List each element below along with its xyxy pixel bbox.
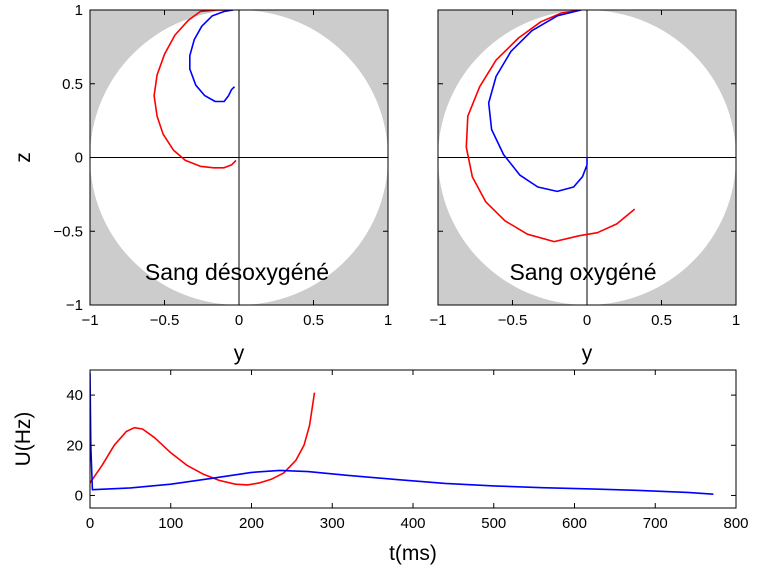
x-tick-label: 1 [732, 312, 740, 329]
x-tick-label: −1 [429, 312, 446, 329]
y-tick-label: 40 [66, 387, 83, 404]
y-tick-label: 1 [75, 2, 83, 19]
series-group [465, 10, 636, 243]
x-tick-label: 1 [384, 312, 392, 329]
x-tick-label: 0 [86, 515, 94, 532]
x-tick-label: 0 [235, 312, 243, 329]
series-line-2 [487, 10, 588, 193]
x-tick-label: 400 [400, 515, 425, 532]
panel-frequency: 0 100 200 300 400 500 600 700 800 0 20 40 t(ms) U(Hz) [12, 369, 749, 565]
x-tick-label: 300 [320, 515, 345, 532]
y-tick-label: 0.5 [62, 76, 83, 93]
series-line-2 [189, 10, 236, 103]
x-tick-label: 700 [643, 515, 668, 532]
series-group [90, 372, 714, 495]
x-axis-label: t(ms) [389, 542, 437, 565]
x-tick-label: 600 [562, 515, 587, 532]
series-line-1 [90, 392, 316, 486]
x-tick-label: 100 [158, 515, 183, 532]
y-tick-label: 0 [75, 150, 83, 167]
series-line-2 [90, 372, 714, 495]
y-axis-label: z [12, 152, 35, 163]
x-tick-label: −0.5 [150, 312, 180, 329]
series-line-1 [465, 10, 636, 243]
x-axis-label: y [582, 342, 593, 365]
y-tick-label: 20 [66, 437, 83, 454]
panel-title: Sang oxygéné [509, 259, 656, 285]
x-tick-label: −0.5 [498, 312, 528, 329]
x-tick-label: −1 [81, 312, 98, 329]
y-tick-label: −1 [66, 297, 83, 314]
y-tick-label: −0.5 [53, 223, 83, 240]
x-tick-label: 0 [583, 312, 591, 329]
axes-frame [89, 369, 737, 509]
y-axis-label: U(Hz) [12, 412, 35, 467]
x-tick-label: 200 [239, 515, 264, 532]
x-axis-label: y [234, 342, 245, 365]
series-line-1 [153, 10, 237, 169]
x-tick-label: 0.5 [651, 312, 672, 329]
y-tick-label: 0 [75, 487, 83, 504]
x-tick-label: 500 [481, 515, 506, 532]
series-group [153, 10, 237, 169]
panel-deoxygenated: −1 −0.5 0 0.5 1 −1 −0.5 0 0.5 1 y z Sang désoxygéné [12, 2, 392, 365]
panel-oxygenated: −1 −0.5 0 0.5 1 y Sang oxygéné [429, 9, 740, 365]
x-tick-label: 0.5 [303, 312, 324, 329]
panel-title: Sang désoxygéné [145, 259, 329, 285]
x-tick-label: 800 [723, 515, 748, 532]
